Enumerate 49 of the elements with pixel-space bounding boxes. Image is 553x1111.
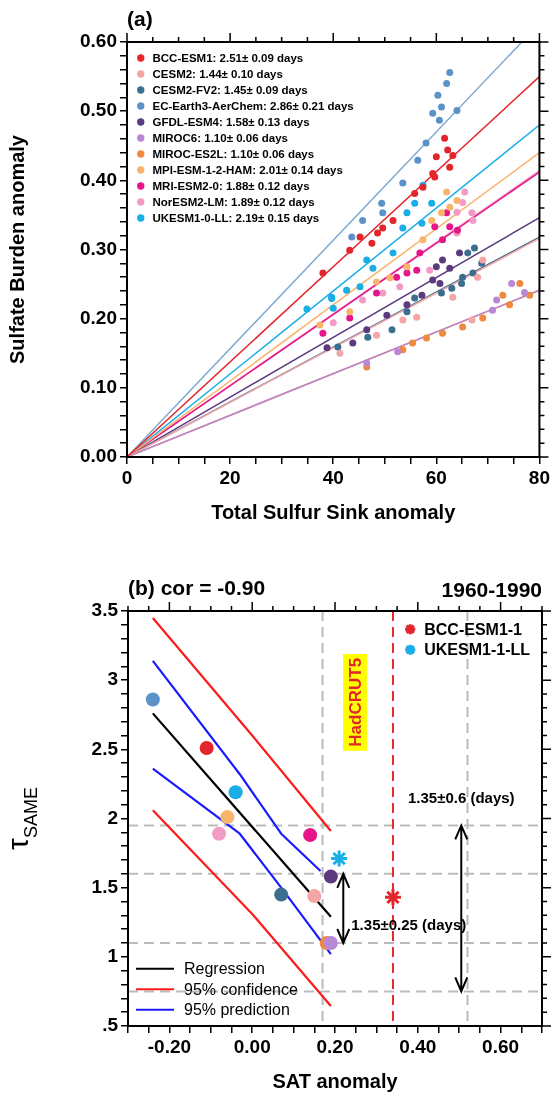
y-tick-label: 0.20 xyxy=(80,306,117,328)
x-tick-label: -0.20 xyxy=(147,1035,192,1057)
y-tick-label: 1.5 xyxy=(91,875,119,897)
x-tick-label: 0.40 xyxy=(399,1035,437,1057)
y-tick-label: 0.40 xyxy=(80,168,117,190)
legend-label: MRI-ESM2-0: 1.88± 0.12 days xyxy=(152,180,310,193)
legend-label: 95% confidence xyxy=(184,980,298,998)
legend-label: MPI-ESM-1-2-HAM: 2.01± 0.14 days xyxy=(152,164,343,177)
legend-label: 95% prediction xyxy=(184,1001,290,1019)
x-axis-title: SAT anomaly xyxy=(272,1070,399,1092)
legend-label: MIROC6: 1.10± 0.06 days xyxy=(152,132,288,145)
y-tick-label: 2.5 xyxy=(91,737,119,759)
annotation: 1.35±0.6 (days) xyxy=(407,789,515,807)
legend-label: EC-Earth3-AerChem: 2.86± 0.21 days xyxy=(152,100,354,113)
legend-label: NorESM2-LM: 1.89± 0.12 days xyxy=(152,196,315,209)
ref-line-label: HadCRUT5 xyxy=(345,657,365,747)
legend-label: CESM2-FV2: 1.45± 0.09 days xyxy=(152,84,308,97)
legend-label: GFDL-ESM4: 1.58± 0.13 days xyxy=(152,116,310,129)
x-tick-label: 20 xyxy=(219,466,241,488)
y-tick-label: 0.50 xyxy=(80,99,117,121)
y-tick-label: 3.5 xyxy=(91,599,119,621)
x-tick-label: 0.20 xyxy=(316,1035,354,1057)
y-axis-title: τSAME xyxy=(1,787,41,850)
y-tick-label: 2 xyxy=(107,806,118,828)
legend-label: MIROC-ES2L: 1.10± 0.06 days xyxy=(152,148,315,161)
x-tick-label: 40 xyxy=(322,466,344,488)
y-axis-title: Sulfate Burden anomaly xyxy=(6,134,28,364)
legend-label: CESM2: 1.44± 0.10 days xyxy=(152,68,283,81)
y-tick-label: 0.30 xyxy=(80,237,117,259)
chart-title: (b) cor = -0.90 xyxy=(128,576,266,599)
y-tick-label: 0.00 xyxy=(80,445,117,467)
y-tick-label: 1 xyxy=(107,945,119,967)
x-tick-label: 0.60 xyxy=(482,1035,520,1057)
y-tick-label: .5 xyxy=(102,1014,119,1036)
chart-title: (a) xyxy=(127,7,153,30)
y-tick-label: 3 xyxy=(107,668,118,690)
x-tick-label: 60 xyxy=(425,466,447,488)
chart-subtitle: 1960-1990 xyxy=(441,578,543,601)
y-tick-label: 0.60 xyxy=(80,30,117,52)
y-tick-label: 0.10 xyxy=(80,376,117,398)
x-tick-label: 80 xyxy=(528,466,550,488)
legend-label: BCC-ESM1-1 xyxy=(424,620,523,638)
legend-label: UKESM1-0-LL: 2.19± 0.15 days xyxy=(152,212,320,225)
legend-label: Regression xyxy=(184,960,265,978)
x-tick-label: 0 xyxy=(121,466,133,488)
legend-label: UKESM1-1-LL xyxy=(424,641,531,659)
x-tick-label: 0.00 xyxy=(233,1035,271,1057)
x-axis-title: Total Sulfur Sink anomaly xyxy=(211,501,457,523)
legend-label: BCC-ESM1: 2.51± 0.09 days xyxy=(152,52,304,65)
